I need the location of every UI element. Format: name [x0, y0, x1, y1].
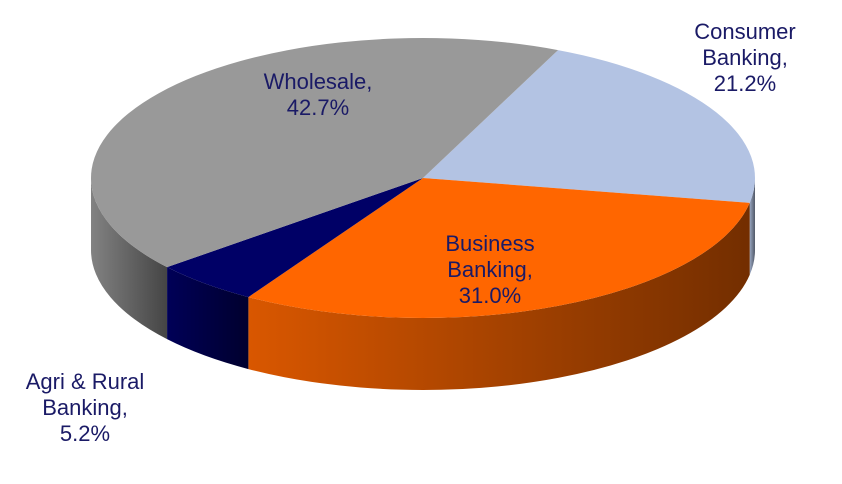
data-label: Agri & Rural Banking, 5.2% [25, 369, 145, 446]
slice [423, 50, 756, 203]
slice-side [91, 178, 168, 340]
slice [248, 178, 750, 318]
slice [167, 178, 423, 298]
slice-side [167, 267, 249, 370]
slice-side [749, 178, 755, 275]
data-label: Wholesale, 42.7% [263, 69, 373, 120]
data-label: Consumer Banking, 21.2% [694, 19, 796, 96]
slice-side [248, 202, 750, 390]
slice [91, 37, 559, 268]
data-label: Business Banking, 31.0% [445, 231, 535, 308]
